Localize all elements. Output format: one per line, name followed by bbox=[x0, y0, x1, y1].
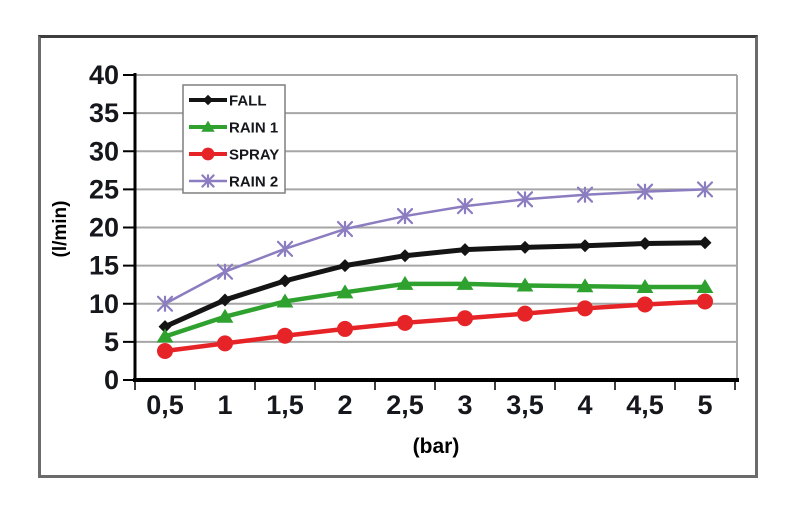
y-tick-label: 0 bbox=[104, 365, 119, 395]
series-line-rain-1 bbox=[162, 281, 708, 339]
marker-spray bbox=[277, 327, 293, 344]
legend-label-fall: FALL bbox=[229, 93, 267, 110]
series-line-spray bbox=[162, 299, 708, 354]
marker-rain-2 bbox=[276, 240, 294, 257]
marker-rain-1 bbox=[576, 278, 594, 293]
series-fall bbox=[158, 236, 712, 334]
marker-fall bbox=[218, 293, 232, 307]
series-spray bbox=[157, 293, 713, 360]
marker-rain-1 bbox=[216, 308, 234, 323]
marker-fall bbox=[398, 249, 412, 263]
marker-spray bbox=[457, 310, 473, 327]
y-tick-label: 15 bbox=[89, 251, 119, 281]
x-tick-label: 1 bbox=[217, 390, 232, 420]
x-tick-label: 3,5 bbox=[506, 390, 544, 420]
y-tick-label: 20 bbox=[89, 213, 119, 243]
marker-rain-2 bbox=[636, 183, 654, 200]
marker-fall bbox=[638, 237, 652, 251]
series-line-fall bbox=[162, 240, 708, 330]
marker-rain-1 bbox=[276, 293, 294, 308]
marker-rain-1 bbox=[636, 278, 654, 293]
marker-rain-1 bbox=[396, 275, 414, 290]
marker-rain-2 bbox=[396, 207, 414, 225]
y-tick-label: 5 bbox=[104, 327, 119, 357]
marker-spray bbox=[397, 314, 413, 331]
legend-label-rain-1: RAIN 1 bbox=[229, 120, 278, 137]
series-rain-1 bbox=[156, 275, 714, 343]
marker-spray bbox=[637, 296, 653, 313]
legend-marker-rain-2 bbox=[201, 174, 215, 188]
y-tick-label: 30 bbox=[89, 136, 119, 166]
legend-label-rain-2: RAIN 2 bbox=[229, 174, 278, 191]
y-tick-label: 40 bbox=[89, 60, 119, 90]
x-axis-title: (bar) bbox=[413, 435, 460, 458]
marker-rain-1 bbox=[456, 275, 474, 290]
marker-fall bbox=[278, 274, 292, 288]
marker-rain-2 bbox=[516, 191, 534, 208]
marker-spray bbox=[337, 320, 353, 337]
x-tick-label: 2 bbox=[337, 390, 352, 420]
y-axis-title: (l/min) bbox=[50, 201, 71, 258]
legend-item-fall: FALL bbox=[189, 93, 267, 110]
marker-rain-1 bbox=[336, 284, 354, 299]
marker-spray bbox=[217, 335, 233, 352]
x-tick-label: 0,5 bbox=[146, 390, 184, 420]
x-tick-label: 3 bbox=[457, 390, 472, 420]
legend-box bbox=[182, 84, 286, 194]
marker-rain-1 bbox=[516, 277, 534, 292]
series-rain-2 bbox=[156, 181, 714, 312]
axis-labels: (l/min) (bar) bbox=[50, 201, 459, 459]
marker-fall bbox=[158, 320, 172, 334]
legend: FALL RAIN 1 SPRAY RAIN 2 bbox=[182, 84, 286, 194]
marker-rain-2 bbox=[156, 295, 174, 312]
marker-spray bbox=[517, 305, 533, 322]
legend-marker-fall bbox=[202, 94, 214, 106]
y-tick-label: 35 bbox=[89, 98, 119, 128]
legend-item-spray: SPRAY bbox=[189, 147, 279, 164]
marker-spray bbox=[157, 343, 173, 360]
x-tick-label: 1,5 bbox=[266, 390, 304, 420]
marker-spray bbox=[577, 300, 593, 317]
marker-fall bbox=[518, 240, 532, 254]
y-tick-label: 25 bbox=[89, 174, 119, 204]
legend-marker-rain-1 bbox=[201, 120, 215, 132]
y-tick-label: 10 bbox=[89, 289, 119, 319]
legend-marker-spray bbox=[201, 147, 215, 161]
legend-item-rain-1: RAIN 1 bbox=[189, 120, 278, 137]
marker-fall bbox=[338, 259, 352, 273]
marker-fall bbox=[578, 239, 592, 253]
marker-rain-1 bbox=[696, 278, 714, 293]
marker-rain-2 bbox=[216, 263, 234, 280]
legend-label-spray: SPRAY bbox=[229, 147, 279, 164]
legend-item-rain-2: RAIN 2 bbox=[189, 174, 278, 191]
data-series bbox=[156, 181, 714, 360]
x-tick-label: 4,5 bbox=[626, 390, 664, 420]
marker-fall bbox=[458, 243, 472, 257]
x-tick-label: 5 bbox=[697, 390, 712, 420]
axes: 0 5 10 15 20 25 30 35 40 0,5 1 1,5 2 2,5 3 3,5 4 4,5 5 bbox=[89, 60, 739, 420]
marker-fall bbox=[698, 236, 712, 250]
marker-rain-2 bbox=[696, 181, 714, 198]
marker-rain-2 bbox=[336, 220, 354, 238]
marker-spray bbox=[697, 293, 713, 310]
marker-rain-2 bbox=[576, 186, 594, 203]
marker-rain-1 bbox=[156, 328, 174, 343]
x-tick-label: 4 bbox=[577, 390, 592, 420]
series-line-rain-2 bbox=[163, 188, 707, 305]
marker-rain-2 bbox=[456, 198, 474, 215]
x-tick-label: 2,5 bbox=[386, 390, 424, 420]
